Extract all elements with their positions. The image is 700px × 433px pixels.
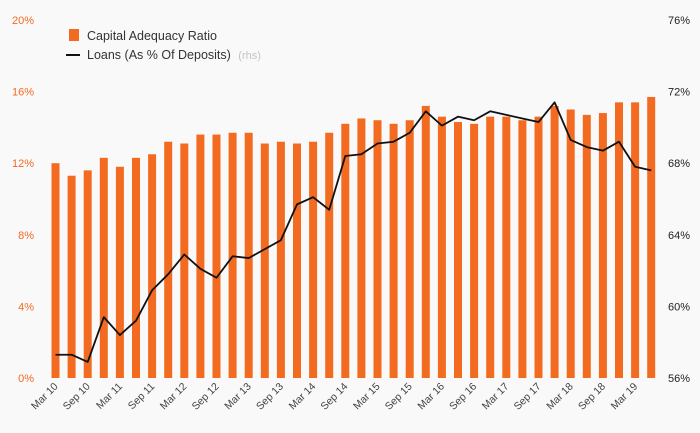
x-tick-label: Mar 13 — [222, 381, 254, 413]
bar — [454, 122, 462, 378]
right-tick-label: 72% — [668, 87, 690, 99]
bar — [99, 157, 108, 378]
legend-line-label-text: Loans (As % Of Deposits) — [87, 48, 231, 62]
left-tick-label: 4% — [18, 301, 34, 313]
x-tick-label: Mar 17 — [480, 381, 512, 413]
right-tick-label: 60% — [668, 301, 690, 313]
bar — [212, 134, 221, 378]
bar — [486, 116, 495, 378]
left-tick-label: 0% — [18, 373, 34, 385]
legend-line-label: Loans (As % Of Deposits) (rhs) — [87, 48, 261, 62]
x-tick-label: Mar 18 — [544, 381, 576, 413]
x-axis: Mar 10 Sep 10 Mar 11 Sep 11 Mar 12 Sep 12 Mar … — [29, 381, 640, 413]
left-tick-label: 12% — [12, 158, 34, 170]
bar — [148, 154, 157, 378]
legend-rhs-note: (rhs) — [238, 50, 261, 62]
x-tick-label: Mar 12 — [158, 381, 190, 413]
x-tick-label: Mar 16 — [415, 381, 447, 413]
right-axis: 56% 60% 64% 68% 72% 76% — [668, 15, 690, 385]
x-tick-label: Sep 12 — [190, 381, 222, 413]
bar — [518, 120, 527, 379]
bar — [51, 163, 60, 378]
legend: Capital Adequacy Ratio Loans (As % Of De… — [66, 29, 261, 62]
x-tick-label: Mar 11 — [94, 381, 125, 412]
bar — [582, 114, 591, 379]
left-tick-label: 20% — [12, 15, 34, 27]
bar — [534, 116, 543, 378]
x-tick-label: Sep 13 — [254, 381, 286, 413]
bar — [437, 116, 446, 378]
bar — [357, 118, 366, 378]
bar — [180, 143, 189, 378]
bar — [631, 102, 640, 378]
x-tick-label: Sep 16 — [447, 381, 479, 413]
bar — [566, 109, 575, 378]
legend-bar-swatch — [69, 29, 79, 41]
right-tick-label: 68% — [668, 158, 690, 170]
left-tick-label: 16% — [12, 87, 34, 99]
bar — [615, 102, 623, 378]
x-tick-label: Sep 11 — [126, 381, 158, 413]
line-series — [55, 101, 652, 363]
bar — [550, 105, 559, 379]
bar — [341, 123, 350, 378]
bar — [276, 141, 285, 378]
bar — [164, 141, 173, 378]
x-tick-label: Mar 19 — [609, 381, 641, 413]
bar — [389, 123, 398, 378]
x-tick-label: Sep 10 — [61, 381, 93, 413]
bar — [83, 170, 92, 378]
bar — [647, 96, 656, 378]
bar — [598, 113, 607, 378]
bar — [502, 116, 511, 378]
right-tick-label: 76% — [668, 15, 690, 27]
bar — [115, 166, 124, 378]
x-tick-label: Mar 14 — [287, 381, 319, 413]
x-tick-label: Sep 18 — [576, 381, 608, 413]
right-tick-label: 64% — [668, 230, 690, 242]
x-tick-label: Sep 14 — [318, 381, 350, 413]
bar — [293, 143, 301, 378]
bar — [421, 105, 430, 379]
bar-series — [51, 96, 656, 379]
bar — [244, 132, 253, 378]
loans-line — [55, 101, 652, 363]
bar — [67, 175, 76, 378]
bar — [196, 134, 205, 378]
bar — [309, 141, 318, 378]
left-tick-label: 8% — [18, 230, 34, 242]
legend-bar-label: Capital Adequacy Ratio — [87, 29, 217, 43]
bar — [470, 123, 479, 378]
right-tick-label: 56% — [668, 373, 690, 385]
x-tick-label: Sep 15 — [383, 381, 415, 413]
x-tick-label: Mar 10 — [29, 381, 61, 413]
bar — [405, 120, 414, 379]
left-axis: 0% 4% 8% 12% 16% 20% — [12, 15, 34, 385]
bar — [260, 143, 269, 378]
bar — [325, 132, 334, 378]
bar — [373, 120, 382, 379]
x-tick-label: Mar 15 — [351, 381, 383, 413]
x-tick-label: Sep 17 — [512, 381, 544, 413]
bar — [132, 157, 140, 378]
